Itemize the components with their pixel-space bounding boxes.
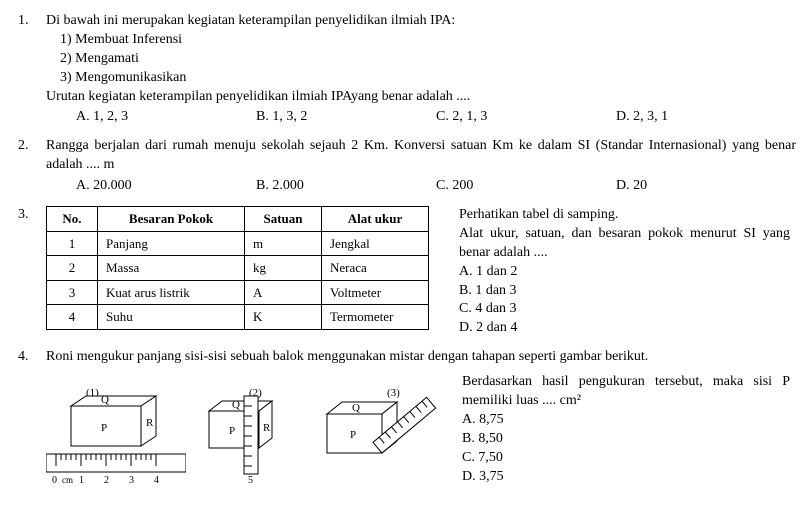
q4-fig3-icon: (3) Q P bbox=[322, 386, 442, 486]
q3-r3c2: Kuat arus listrik bbox=[98, 280, 245, 305]
q3-r2c4: Neraca bbox=[322, 256, 429, 281]
q3-r4c4: Termometer bbox=[322, 305, 429, 330]
q3-opt-c: C. 4 dan 3 bbox=[459, 300, 790, 319]
question-3: 3. No. Besaran Pokok Satuan Alat ukur 1 … bbox=[18, 206, 790, 338]
ruler1-4: 4 bbox=[154, 475, 159, 486]
q4-opt-b: B. 8,50 bbox=[462, 430, 790, 449]
q3-r1c3: m bbox=[245, 231, 322, 256]
q2-opt-a: A. 20.000 bbox=[76, 177, 256, 196]
q3-header-row: No. Besaran Pokok Satuan Alat ukur bbox=[47, 207, 429, 232]
q4-fig1-icon: (1) Q P R bbox=[46, 386, 186, 486]
q4-fig1-q: Q bbox=[101, 394, 109, 406]
q1-stem: Di bawah ini merupakan kegiatan keteramp… bbox=[46, 12, 796, 31]
q3-opt-d: D. 2 dan 4 bbox=[459, 319, 790, 338]
table-row: 1 Panjang m Jengkal bbox=[47, 231, 429, 256]
q2-opt-c: C. 200 bbox=[436, 177, 616, 196]
q1-options: A. 1, 2, 3 B. 1, 3, 2 C. 2, 1, 3 D. 2, 3… bbox=[46, 108, 796, 127]
q1-opt-c: C. 2, 1, 3 bbox=[436, 108, 616, 127]
ruler1-1: 1 bbox=[79, 475, 84, 486]
q3-r1c2: Panjang bbox=[98, 231, 245, 256]
q4-stem: Roni mengukur panjang sisi-sisi sebuah b… bbox=[46, 348, 790, 367]
q4-figures: (1) Q P R bbox=[46, 373, 442, 486]
q3-table: No. Besaran Pokok Satuan Alat ukur 1 Pan… bbox=[46, 206, 429, 330]
ruler1-0: 0 bbox=[52, 475, 57, 486]
q3-h-satuan: Satuan bbox=[245, 207, 322, 232]
q3-r4c3: K bbox=[245, 305, 322, 330]
q4-number: 4. bbox=[18, 348, 46, 486]
q4-fig1-r: R bbox=[146, 417, 154, 429]
q3-r4c1: 4 bbox=[47, 305, 98, 330]
ruler1-2: 2 bbox=[104, 475, 109, 486]
q3-opt-a: A. 1 dan 2 bbox=[459, 263, 790, 282]
q3-r3c1: 3 bbox=[47, 280, 98, 305]
q3-opt-b: B. 1 dan 3 bbox=[459, 282, 790, 301]
q3-table-wrap: No. Besaran Pokok Satuan Alat ukur 1 Pan… bbox=[46, 206, 429, 338]
q3-r1c4: Jengkal bbox=[322, 231, 429, 256]
q3-h-besaran: Besaran Pokok bbox=[98, 207, 245, 232]
q3-side-line1: Perhatikan tabel di samping. bbox=[459, 206, 790, 225]
q2-number: 2. bbox=[18, 137, 46, 196]
q4-opt-c: C. 7,50 bbox=[462, 449, 790, 468]
table-row: 2 Massa kg Neraca bbox=[47, 256, 429, 281]
question-1: 1. Di bawah ini merupakan kegiatan keter… bbox=[18, 12, 790, 127]
table-row: 4 Suhu K Termometer bbox=[47, 305, 429, 330]
q3-sidetext: Perhatikan tabel di samping. Alat ukur, … bbox=[459, 206, 790, 338]
q2-options: A. 20.000 B. 2.000 C. 200 D. 20 bbox=[46, 177, 796, 196]
q1-opt-a: A. 1, 2, 3 bbox=[76, 108, 256, 127]
q1-prompt: Urutan kegiatan keterampilan penyelidika… bbox=[46, 88, 796, 107]
ruler1-3: 3 bbox=[129, 475, 134, 486]
q4-fig3-q: Q bbox=[352, 402, 360, 414]
q1-number: 1. bbox=[18, 12, 46, 127]
q1-item-2: 2) Mengamati bbox=[46, 50, 796, 69]
ruler2-5: 5 bbox=[248, 475, 253, 486]
question-2: 2. Rangga berjalan dari rumah menuju sek… bbox=[18, 137, 790, 196]
q4-fig2-r: R bbox=[263, 422, 271, 434]
q2-body: Rangga berjalan dari rumah menuju sekola… bbox=[46, 137, 796, 196]
q4-figure-row: (1) Q P R bbox=[46, 373, 790, 486]
q1-opt-d: D. 2, 3, 1 bbox=[616, 108, 796, 127]
q3-r3c3: A bbox=[245, 280, 322, 305]
q3-r3c4: Voltmeter bbox=[322, 280, 429, 305]
q4-opt-d: D. 3,75 bbox=[462, 468, 790, 487]
q3-r2c2: Massa bbox=[98, 256, 245, 281]
q4-sidetext: Berdasarkan hasil pengukuran tersebut, m… bbox=[462, 373, 790, 486]
q1-item-1: 1) Membuat Inferensi bbox=[46, 31, 796, 50]
q3-r1c1: 1 bbox=[47, 231, 98, 256]
q1-item-3: 3) Mengomunikasikan bbox=[46, 69, 796, 88]
q4-fig2-p: P bbox=[229, 425, 235, 437]
q4-fig3-p: P bbox=[350, 429, 356, 441]
q3-h-no: No. bbox=[47, 207, 98, 232]
q4-fig1-p: P bbox=[101, 422, 107, 434]
ruler1-cm: cm bbox=[62, 475, 73, 485]
q4-fig2-icon: (2) Q P R 5 bbox=[204, 386, 304, 486]
q4-fig2-q: Q bbox=[232, 399, 240, 411]
q4-opt-a: A. 8,75 bbox=[462, 411, 790, 430]
q3-side-line2: Alat ukur, satuan, dan besaran pokok men… bbox=[459, 225, 790, 263]
q2-stem: Rangga berjalan dari rumah menuju sekola… bbox=[46, 137, 796, 175]
q3-r2c1: 2 bbox=[47, 256, 98, 281]
q3-body: No. Besaran Pokok Satuan Alat ukur 1 Pan… bbox=[46, 206, 790, 338]
question-4: 4. Roni mengukur panjang sisi-sisi sebua… bbox=[18, 348, 790, 486]
q4-body: Roni mengukur panjang sisi-sisi sebuah b… bbox=[46, 348, 790, 486]
table-row: 3 Kuat arus listrik A Voltmeter bbox=[47, 280, 429, 305]
q3-r2c3: kg bbox=[245, 256, 322, 281]
q2-opt-d: D. 20 bbox=[616, 177, 796, 196]
q1-opt-b: B. 1, 3, 2 bbox=[256, 108, 436, 127]
q3-h-alat: Alat ukur bbox=[322, 207, 429, 232]
q2-opt-b: B. 2.000 bbox=[256, 177, 436, 196]
q3-r4c2: Suhu bbox=[98, 305, 245, 330]
q3-number: 3. bbox=[18, 206, 46, 338]
q1-body: Di bawah ini merupakan kegiatan keteramp… bbox=[46, 12, 796, 127]
q4-side-line1: Berdasarkan hasil pengukuran tersebut, m… bbox=[462, 373, 790, 411]
q4-fig3-label: (3) bbox=[387, 387, 400, 399]
